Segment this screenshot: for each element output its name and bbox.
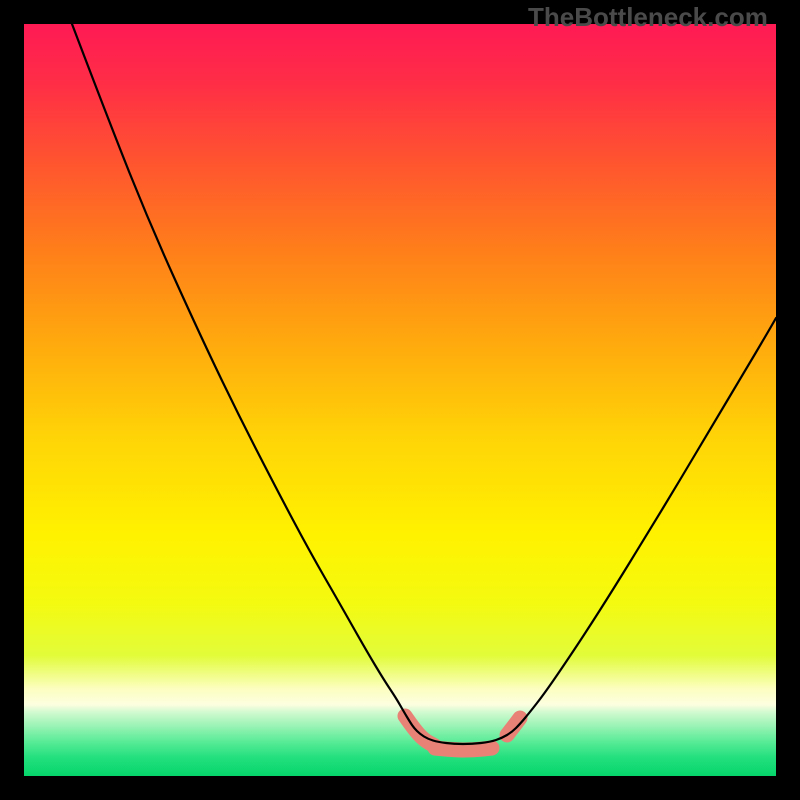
marker-segment [435, 748, 492, 750]
gradient-background [24, 24, 776, 776]
chart-frame [24, 24, 776, 776]
source-label-text: TheBottleneck.com [528, 2, 768, 32]
source-label: TheBottleneck.com [528, 2, 768, 33]
chart-svg [0, 0, 800, 800]
